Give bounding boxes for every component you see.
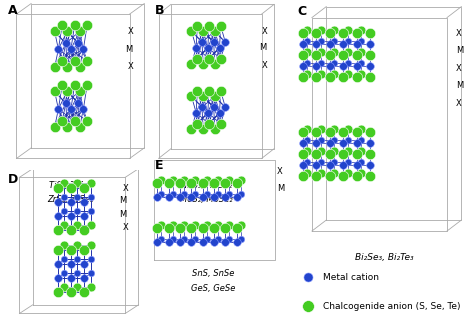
Text: GeS, GeSe: GeS, GeSe: [191, 284, 236, 293]
Text: NbS₂, NbSe₂: NbS₂, NbSe₂: [181, 181, 232, 190]
Text: C: C: [298, 5, 307, 18]
Text: M: M: [119, 196, 127, 205]
Text: X: X: [122, 184, 128, 193]
Text: M: M: [125, 45, 132, 54]
Text: X: X: [128, 27, 134, 36]
Text: TiS₂, TiSe₂: TiS₂, TiSe₂: [49, 181, 92, 190]
Text: M: M: [456, 46, 463, 55]
Text: X: X: [456, 28, 462, 37]
Text: M: M: [119, 210, 127, 219]
Text: D: D: [8, 173, 18, 185]
Text: X: X: [277, 167, 283, 176]
Text: M: M: [259, 43, 266, 52]
Text: X: X: [456, 64, 462, 73]
Text: B: B: [155, 4, 164, 17]
Text: MoS₂, MoSe₂: MoS₂, MoSe₂: [180, 195, 233, 204]
Text: E: E: [155, 159, 163, 172]
Text: ZrS₂, ZrSe₂: ZrS₂, ZrSe₂: [48, 195, 94, 204]
Text: M: M: [277, 184, 284, 193]
Text: X: X: [262, 61, 267, 70]
Text: X: X: [128, 62, 134, 71]
Text: X: X: [456, 99, 462, 108]
Text: SnS, SnSe: SnS, SnSe: [192, 269, 235, 278]
Text: Chalcogenide anion (S, Se, Te): Chalcogenide anion (S, Se, Te): [323, 302, 460, 311]
Text: Bi₂Se₃, Bi₂Te₃: Bi₂Se₃, Bi₂Te₃: [355, 253, 413, 262]
Text: Metal cation: Metal cation: [323, 273, 379, 282]
Text: X: X: [262, 27, 267, 36]
Text: A: A: [8, 4, 18, 17]
Text: X: X: [122, 223, 128, 232]
Text: M: M: [456, 81, 463, 90]
